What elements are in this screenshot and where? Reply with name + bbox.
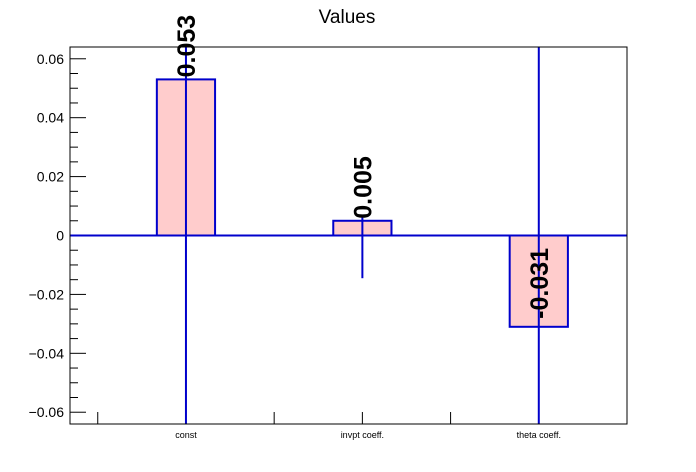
y-tick-label: 0.02 [37,169,64,185]
chart-marks: −0.06 −0.04 −0.02 0 0.02 0.04 0.06 0.053 0.005 -0… [29,15,628,440]
y-tick-label: 0.06 [37,51,64,67]
value-label: 0.005 [349,156,377,219]
value-label: -0.031 [526,248,554,319]
y-tick-label: −0.02 [29,286,65,302]
plot-frame [69,46,628,425]
value-label: 0.053 [173,15,201,78]
category-label: theta coeff. [517,430,561,440]
category-label: invpt coeff. [341,430,384,440]
category-label: const [175,430,197,440]
y-tick-label: 0.04 [37,110,64,126]
y-tick-label: 0 [56,228,64,244]
y-tick-label: −0.06 [29,404,65,420]
chart-title: Values [319,7,376,28]
y-tick-label: −0.04 [29,345,65,361]
